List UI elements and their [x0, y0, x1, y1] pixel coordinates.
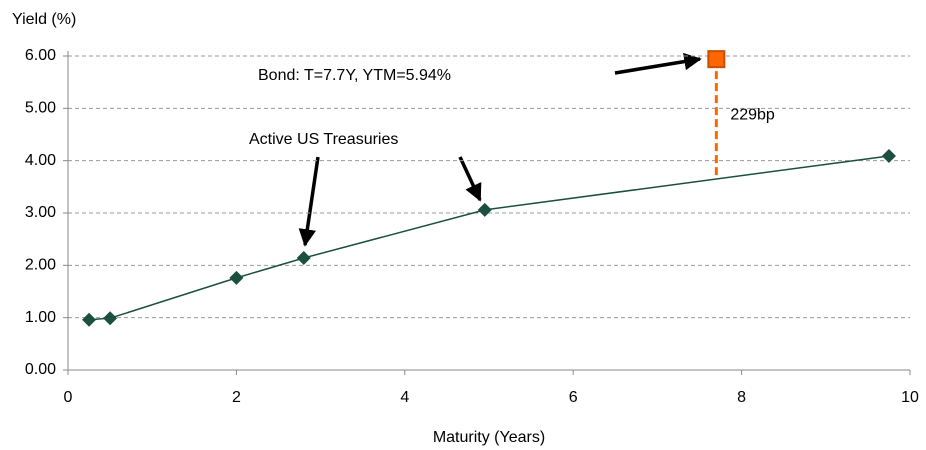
point: [229, 270, 244, 285]
x-tick-label: 8: [737, 389, 746, 406]
point: [707, 50, 726, 69]
y-tick-label: 4.00: [25, 152, 56, 169]
spread-label: 229bp: [730, 106, 775, 123]
arrow: [614, 52, 702, 75]
x-axis-label: Maturity (Years): [433, 429, 545, 446]
point: [82, 312, 97, 327]
arrow: [458, 156, 482, 202]
x-tick-label: 10: [901, 389, 919, 406]
y-tick-label: 2.00: [25, 257, 56, 274]
x-tick-label: 2: [232, 389, 241, 406]
point: [477, 202, 492, 217]
point: [103, 311, 118, 326]
point: [881, 148, 896, 163]
y-tick-label: 0.00: [25, 361, 56, 378]
y-tick-label: 5.00: [25, 100, 56, 117]
annotation: Active US Treasuries: [249, 131, 398, 148]
y-tick-label: 6.00: [25, 47, 56, 64]
series-line: [88, 155, 890, 321]
y-axis-label: Yield (%): [12, 11, 76, 28]
x-tick-label: 0: [64, 389, 73, 406]
arrow: [298, 156, 320, 247]
annotation: Bond: T=7.7Y, YTM=5.94%: [258, 67, 451, 84]
point: [296, 251, 311, 266]
y-tick-label: 1.00: [25, 309, 56, 326]
x-tick-label: 4: [400, 389, 409, 406]
x-tick-label: 6: [569, 389, 578, 406]
y-tick-label: 3.00: [25, 204, 56, 221]
